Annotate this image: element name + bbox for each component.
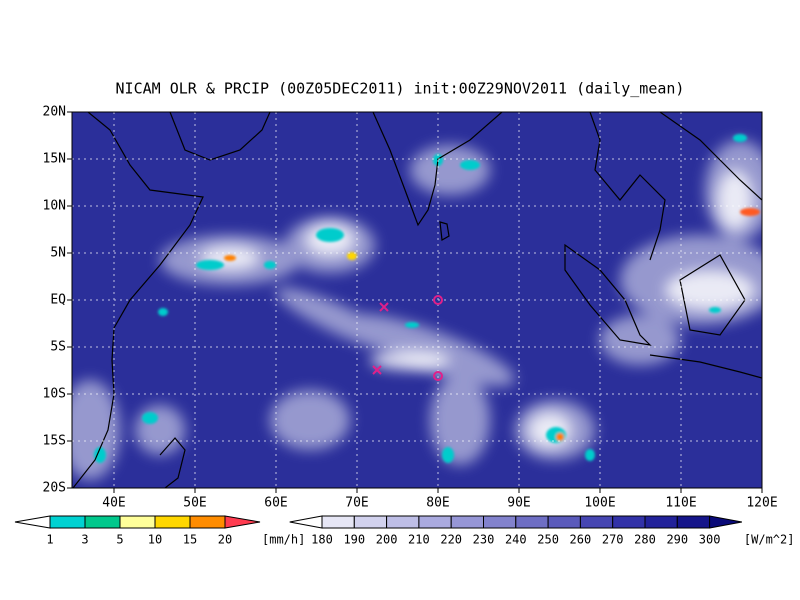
colorbar-label: 200: [376, 533, 398, 547]
lon-label: 70E: [345, 496, 368, 511]
colorbar-unit: [W/m^2]: [744, 533, 795, 547]
colorbar-segment: [49, 515, 86, 529]
colorbar-segment: [84, 515, 121, 529]
lat-label: 5N: [50, 246, 66, 261]
colorbar-label: 270: [602, 533, 624, 547]
colorbar-arrow: [289, 515, 323, 529]
lat-label: 20S: [43, 481, 66, 496]
colorbar-segment: [483, 515, 517, 529]
colorbar-segment: [579, 515, 614, 529]
lat-label: 10S: [43, 387, 66, 402]
lat-label: 5S: [50, 340, 66, 355]
colorbar-label: 1: [46, 533, 53, 547]
colorbar-segment: [515, 515, 549, 529]
colorbar-label: 240: [505, 533, 527, 547]
lat-label: 10N: [43, 199, 66, 214]
colorbar-label: 180: [311, 533, 333, 547]
lon-label: 110E: [665, 496, 696, 511]
colorbar-arrow: [709, 515, 742, 529]
colorbar-segment: [154, 515, 191, 529]
colorbar-label: 210: [408, 533, 430, 547]
colorbar-segment: [547, 515, 581, 529]
colorbar-arrow: [224, 515, 261, 529]
colorbar-label: 5: [116, 533, 123, 547]
lat-label: 15S: [43, 434, 66, 449]
colorbar-segment: [321, 515, 355, 529]
colorbar-label: 190: [343, 533, 365, 547]
colorbar-segment: [612, 515, 646, 529]
colorbar-segment: [676, 515, 711, 529]
colorbar-segment: [189, 515, 226, 529]
colorbar-label: 3: [81, 533, 88, 547]
axis-labels: 20N 15N 10N 5N EQ 5S 10S 15S 20S 40E 50E 60E 70E 80E 9…: [43, 105, 778, 511]
colorbar-label: 220: [440, 533, 462, 547]
lat-label: EQ: [50, 293, 66, 308]
lon-label: 120E: [746, 496, 777, 511]
colorbar-segment: [119, 515, 156, 529]
lon-label: 60E: [264, 496, 287, 511]
colorbars: 1 3 5 10 15 20 [mm/h] 180 190 200 210 220 230 240 250 2…: [14, 515, 795, 547]
lat-label: 15N: [43, 152, 66, 167]
lon-label: 40E: [102, 496, 125, 511]
colorbar-label: 280: [634, 533, 656, 547]
lat-label: 20N: [43, 105, 66, 120]
colorbar-segment: [644, 515, 678, 529]
colorbar-label: 250: [537, 533, 559, 547]
colorbar-segment: [450, 515, 485, 529]
colorbar-label: 290: [666, 533, 688, 547]
lon-label: 50E: [183, 496, 206, 511]
lon-label: 100E: [584, 496, 615, 511]
colorbar-label: 10: [148, 533, 162, 547]
colorbar-unit: [mm/h]: [262, 533, 305, 547]
colorbar-label: 300: [699, 533, 721, 547]
colorbar-label: 20: [218, 533, 232, 547]
lon-label: 80E: [426, 496, 449, 511]
colorbar-label: 230: [473, 533, 495, 547]
map-area: [72, 112, 762, 488]
colorbar-label: 260: [570, 533, 592, 547]
colorbar-segment: [353, 515, 388, 529]
colorbar-segment: [418, 515, 452, 529]
map-title: NICAM OLR & PRCIP (00Z05DEC2011) init:00…: [116, 80, 685, 98]
colorbar-label: 15: [183, 533, 197, 547]
colorbar-arrow: [14, 515, 51, 529]
colorbar-segment: [386, 515, 420, 529]
lon-label: 90E: [507, 496, 530, 511]
